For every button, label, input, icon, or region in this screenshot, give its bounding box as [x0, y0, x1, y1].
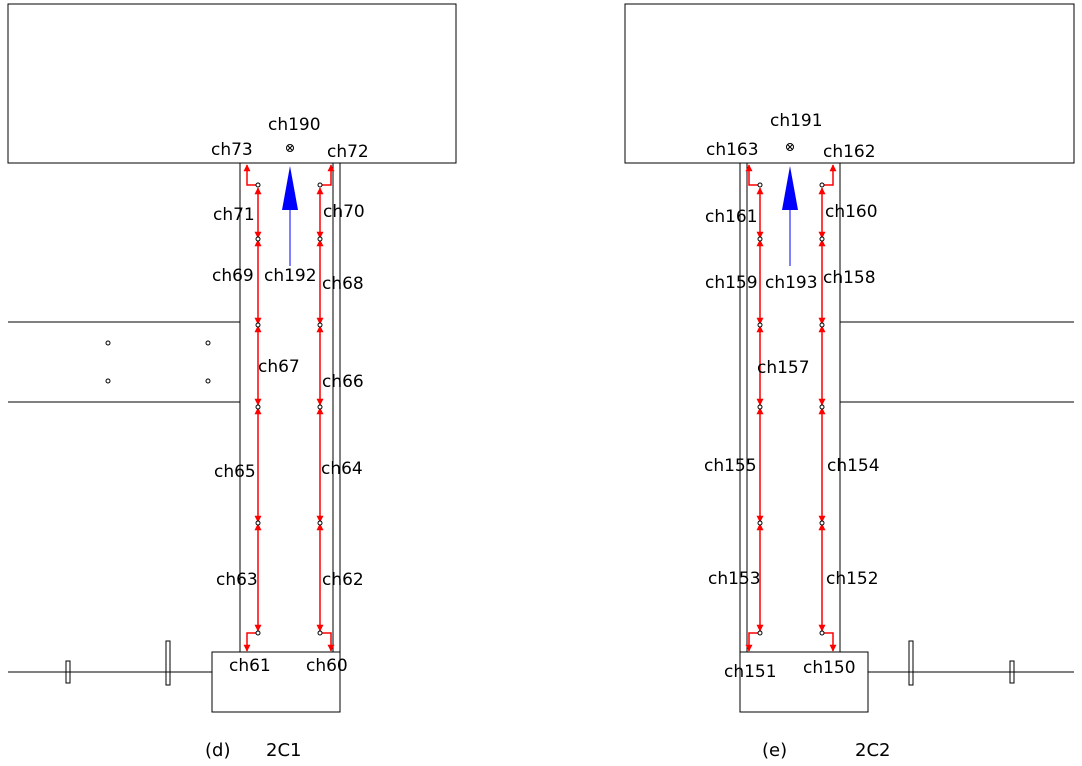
gauge-node [819, 322, 825, 328]
label-right-4: ch64 [321, 459, 363, 479]
sensor-symbol-cross [787, 144, 793, 150]
base-block [211, 651, 341, 713]
label-right-1: ch70 [323, 202, 365, 222]
label-left-3: ch67 [258, 357, 300, 377]
caption-tag: (d) [205, 740, 230, 761]
gauge-node [757, 322, 763, 328]
label-right-5: ch152 [826, 569, 879, 589]
sensor-symbol-cross [287, 145, 293, 151]
gauge-node [317, 182, 323, 188]
bolt-hole [205, 378, 211, 384]
label-top-center: ch191 [770, 111, 823, 131]
displacement-arrow [782, 166, 798, 210]
label-center-2: ch192 [264, 266, 317, 286]
figure-d-2c1: ch190 ch73 ch72 ch71 ch70 ch69 ch192 ch6… [7, 3, 457, 761]
gauge-node [819, 236, 825, 242]
gauge-node [757, 236, 763, 242]
label-left-1: ch161 [705, 207, 758, 227]
gauge-top-right [822, 164, 837, 186]
gauge-top-left [243, 164, 258, 186]
top-beam [7, 3, 457, 164]
base-stiffener [1009, 660, 1015, 684]
base-block [739, 651, 869, 713]
gauge-node [317, 520, 323, 526]
caption-name: 2C2 [855, 740, 890, 761]
label-left-2: ch159 [705, 273, 758, 293]
label-right-3: ch66 [322, 372, 364, 392]
gauge-bottom-left [243, 632, 258, 652]
gauge-node [819, 520, 825, 526]
label-bottom-right: ch60 [306, 656, 348, 676]
gauge-node [757, 520, 763, 526]
displacement-arrow [282, 166, 298, 210]
caption-tag: (e) [762, 740, 787, 761]
label-top-left: ch163 [706, 140, 759, 160]
gauge-top-left [745, 164, 760, 186]
label-center-2: ch193 [765, 273, 818, 293]
gauge-bottom-left [745, 632, 760, 652]
gauge-node [819, 630, 825, 636]
label-bottom-left: ch61 [229, 656, 271, 676]
gauge-node [757, 404, 763, 410]
label-right-1: ch160 [825, 202, 878, 222]
base-stiffener [908, 640, 914, 686]
label-top-left: ch73 [211, 140, 253, 160]
gauge-node [757, 182, 763, 188]
label-left-5: ch153 [708, 569, 761, 589]
gauge-bottom-right [320, 632, 335, 652]
label-right-2: ch158 [823, 268, 876, 288]
gauge-node [757, 630, 763, 636]
label-top-right: ch162 [823, 142, 876, 162]
bolt-hole [205, 340, 211, 346]
label-left-1: ch71 [213, 205, 255, 225]
top-beam [624, 3, 1075, 164]
gauge-node [317, 322, 323, 328]
label-right-5: ch62 [322, 570, 364, 590]
label-left-4: ch65 [214, 462, 256, 482]
bolt-hole [105, 378, 111, 384]
label-left-3: ch157 [757, 358, 810, 378]
label-right-4: ch154 [827, 456, 880, 476]
label-left-4: ch155 [704, 456, 757, 476]
label-top-center: ch190 [268, 115, 321, 135]
gauge-node [255, 404, 261, 410]
base-stiffener [165, 640, 171, 686]
label-left-2: ch69 [212, 266, 254, 286]
base-stiffener [65, 660, 71, 684]
label-top-right: ch72 [327, 142, 369, 162]
gauge-node [255, 630, 261, 636]
gauge-node [255, 322, 261, 328]
gauge-node [317, 404, 323, 410]
gauge-node [819, 404, 825, 410]
label-bottom-left: ch151 [724, 662, 777, 682]
label-left-5: ch63 [216, 570, 258, 590]
gauge-node [317, 630, 323, 636]
figure-e-2c2: ch191 ch163 ch162 ch161 ch160 ch159 ch19… [624, 3, 1075, 761]
gauge-node [819, 182, 825, 188]
label-bottom-right: ch150 [803, 658, 856, 678]
bolt-hole [105, 340, 111, 346]
gauge-node [317, 236, 323, 242]
caption-name: 2C1 [266, 740, 301, 761]
gauge-node [255, 236, 261, 242]
label-right-2: ch68 [322, 274, 364, 294]
gauge-top-right [320, 164, 335, 186]
gauge-node [255, 182, 261, 188]
gauge-bottom-right [822, 632, 837, 652]
gauge-node [255, 520, 261, 526]
